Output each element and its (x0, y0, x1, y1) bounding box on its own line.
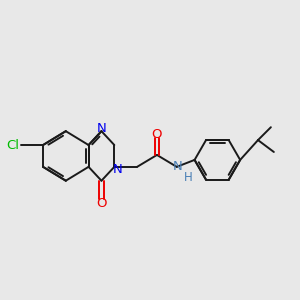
Text: H: H (184, 171, 192, 184)
Text: O: O (96, 197, 107, 210)
Text: N: N (97, 122, 106, 135)
Text: Cl: Cl (6, 139, 19, 152)
Text: O: O (152, 128, 162, 141)
Text: N: N (173, 160, 183, 173)
Text: N: N (112, 163, 122, 176)
